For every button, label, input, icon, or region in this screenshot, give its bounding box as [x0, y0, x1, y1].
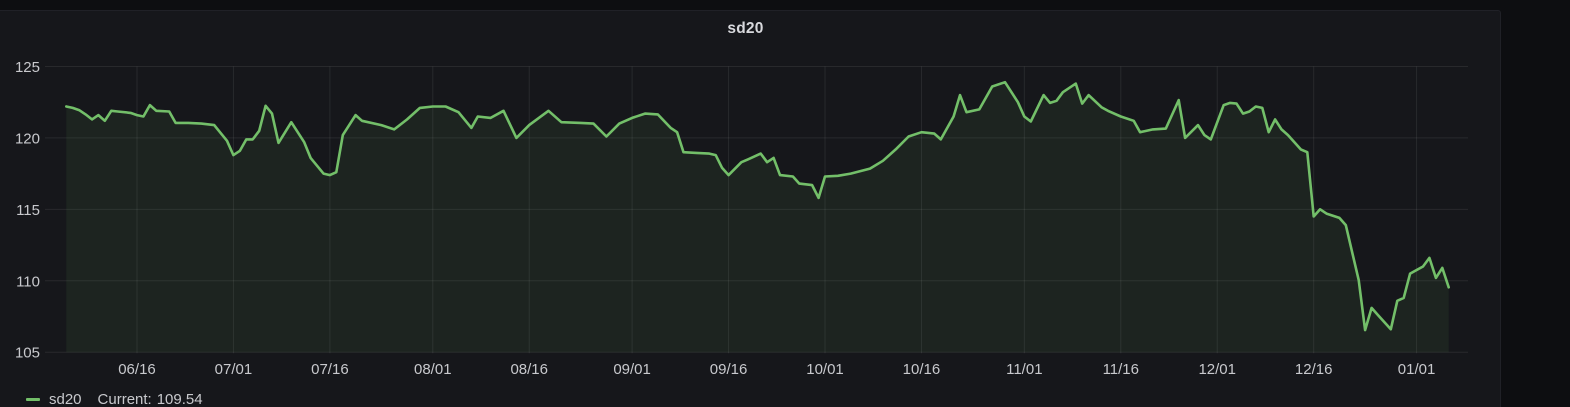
x-axis-tick-label: 07/01 — [215, 361, 253, 378]
y-axis-tick-label: 125 — [15, 59, 40, 76]
series-line — [65, 80, 1450, 332]
x-axis-tick-label: 11/16 — [1103, 361, 1139, 378]
y-axis-tick-label: 105 — [15, 345, 40, 362]
x-axis-tick-label: 01/01 — [1398, 361, 1436, 378]
x-axis-tick-label: 09/01 — [613, 361, 651, 378]
legend-current: Current: 109.54 — [98, 391, 203, 407]
x-axis-tick-label: 12/16 — [1295, 361, 1333, 378]
x-axis-tick-label: 07/16 — [311, 361, 349, 378]
legend-current-value: 109.54 — [156, 391, 203, 407]
y-axis-tick-label: 120 — [15, 130, 40, 147]
legend: sd20 Current: 109.54 — [26, 391, 203, 407]
x-axis-tick-label: 09/16 — [710, 361, 748, 378]
legend-current-label: Current: — [97, 391, 152, 407]
series-area — [66, 82, 1449, 353]
x-axis-tick-label: 10/01 — [806, 361, 844, 378]
legend-series-marker-icon — [26, 398, 40, 401]
y-axis-tick-label: 115 — [16, 202, 40, 219]
x-axis-tick-label: 06/16 — [118, 361, 156, 378]
x-axis-tick-label: 08/16 — [510, 361, 548, 378]
panel-title[interactable]: sd20 — [727, 20, 764, 37]
x-axis-tick-label: 11/01 — [1006, 361, 1042, 378]
legend-series-name[interactable]: sd20 — [49, 391, 82, 407]
y-axis-tick-label: 110 — [16, 273, 40, 290]
x-axis-tick-label: 12/01 — [1198, 361, 1236, 378]
x-axis-tick-label: 08/01 — [414, 361, 452, 378]
grafana-panel: sd20 — [0, 10, 1501, 407]
x-axis-tick-label: 10/16 — [903, 361, 941, 378]
